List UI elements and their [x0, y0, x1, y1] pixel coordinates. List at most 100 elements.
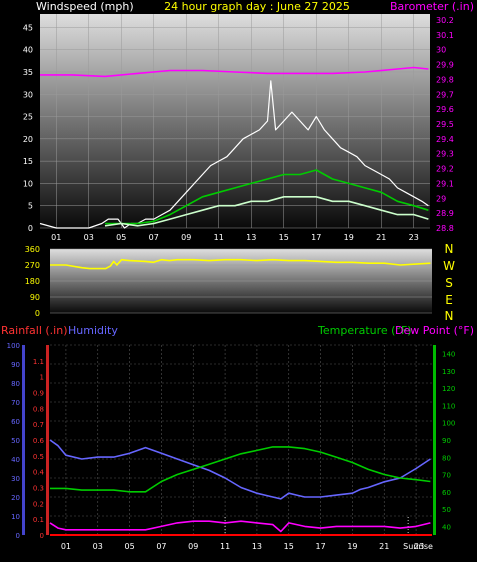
temp-series-line-1: [50, 446, 431, 493]
compass-label: N: [445, 242, 454, 256]
temperature-axis-label: Temperature (°F): [317, 324, 412, 337]
temperature-tick-label: 90: [442, 437, 451, 445]
temperature-tick-label: 140: [442, 351, 455, 359]
barometer-tick-label: 30.2: [436, 16, 454, 25]
wind-x-tick-label: 21: [376, 233, 386, 242]
windspeed-tick-label: 30: [23, 90, 33, 99]
direction-tick-label: 90: [30, 293, 40, 302]
windspeed-axis-label: Windspeed (mph): [36, 0, 134, 13]
barometer-tick-label: 30.1: [436, 31, 454, 40]
humidity-tick-label: 0: [16, 532, 20, 540]
wind-x-tick-label: 01: [51, 233, 61, 242]
humidity-tick-label: 70: [11, 399, 20, 407]
barometer-tick-label: 29.5: [436, 120, 454, 129]
wind-x-tick-label: 19: [344, 233, 354, 242]
rainfall-tick-label: 0.7: [33, 421, 44, 429]
wind-plot-background: [40, 14, 430, 228]
rainfall-tick-label: 1: [40, 374, 44, 382]
temperature-tick-label: 50: [442, 506, 451, 514]
barometer-tick-label: 30: [436, 46, 446, 55]
temp-x-tick-label: 13: [252, 542, 262, 551]
barometer-tick-label: 28.9: [436, 209, 454, 218]
wind-series-line-2: [105, 169, 429, 225]
wind-tick-labels: 05101520253035404528.828.92929.129.229.3…: [23, 16, 454, 242]
direction-grid: [50, 248, 432, 314]
windspeed-tick-label: 45: [23, 23, 33, 32]
rainfall-tick-label: 0.2: [33, 500, 44, 508]
direction-tick-label: 180: [25, 277, 40, 286]
windspeed-tick-label: 20: [23, 135, 33, 144]
barometer-tick-label: 29.3: [436, 150, 454, 159]
temp-x-tick-label: 23: [414, 542, 424, 551]
direction-tick-label: 0: [35, 309, 40, 318]
humidity-tick-label: 50: [11, 437, 20, 445]
barometer-tick-label: 29: [436, 194, 446, 203]
barometer-tick-label: 29.2: [436, 165, 454, 174]
windspeed-tick-label: 15: [23, 157, 33, 166]
wind-series: [39, 66, 429, 229]
barometer-tick-label: 29.6: [436, 105, 454, 114]
rainfall-tick-label: 0: [40, 532, 44, 540]
sunrise-label: Sunrise: [403, 542, 433, 551]
windspeed-tick-label: 40: [23, 46, 33, 55]
wind-x-tick-label: 11: [214, 233, 224, 242]
humidity-axis-bar: [22, 345, 25, 535]
temperature-axis-bar: [433, 345, 436, 535]
rainfall-tick-label: 0.3: [33, 485, 44, 493]
direction-series-line-0: [50, 258, 431, 270]
wind-x-tick-label: 17: [311, 233, 321, 242]
wind-x-tick-label: 09: [181, 233, 191, 242]
humidity-tick-label: 90: [11, 361, 20, 369]
direction-series: [50, 258, 431, 270]
windspeed-tick-label: 0: [28, 224, 33, 233]
humidity-tick-label: 30: [11, 475, 20, 483]
humidity-tick-label: 40: [11, 456, 20, 464]
dewpoint-axis-label: Dew Point (°F): [395, 324, 474, 337]
humidity-tick-label: 60: [11, 418, 20, 426]
compass-label: E: [445, 293, 453, 307]
temperature-tick-label: 110: [442, 402, 455, 410]
humidity-tick-label: 80: [11, 380, 20, 388]
temp-x-tick-label: 17: [315, 542, 325, 551]
rainfall-tick-label: 0.5: [33, 453, 44, 461]
temp-plot-background: [50, 345, 432, 535]
rainfall-tick-label: 0.8: [33, 405, 44, 413]
humidity-axis-label: Humidity: [68, 324, 118, 337]
wind-series-line-3: [104, 196, 429, 227]
temperature-tick-label: 70: [442, 472, 451, 480]
rainfall-tick-label: 0.1: [33, 516, 44, 524]
temp-series: [49, 439, 432, 536]
rainfall-tick-label: 1.1: [33, 358, 44, 366]
barometer-tick-label: 29.9: [436, 61, 454, 70]
temperature-tick-label: 130: [442, 368, 455, 376]
barometer-tick-label: 29.8: [436, 75, 454, 84]
temperature-tick-label: 40: [442, 523, 451, 531]
windspeed-tick-label: 10: [23, 179, 33, 188]
chart-title: 24 hour graph day : June 27 2025: [164, 0, 350, 13]
temperature-tick-label: 120: [442, 385, 455, 393]
temp-axes: [22, 345, 436, 535]
wind-x-tick-label: 07: [149, 233, 159, 242]
compass-label: N: [445, 309, 454, 323]
rainfall-tick-label: 0.6: [33, 437, 45, 445]
humidity-tick-label: 20: [11, 494, 20, 502]
windspeed-tick-label: 35: [23, 68, 33, 77]
temp-series-line-0: [49, 439, 431, 500]
temp-x-tick-label: 11: [220, 542, 230, 551]
rainfall-axis-label: Rainfall (.in): [1, 324, 68, 337]
direction-tick-label: 360: [25, 245, 40, 254]
direction-tick-label: 270: [25, 261, 40, 270]
temperature-tick-label: 80: [442, 454, 451, 462]
windspeed-tick-label: 5: [28, 202, 33, 211]
compass-label: S: [445, 276, 453, 290]
rainfall-tick-label: 0.9: [33, 390, 44, 398]
barometer-tick-label: 28.8: [436, 224, 454, 233]
temp-x-tick-label: 05: [124, 542, 134, 551]
humidity-tick-label: 100: [7, 342, 20, 350]
barometer-axis-label: Barometer (.in): [390, 0, 474, 13]
temperature-tick-label: 100: [442, 420, 455, 428]
temp-series-line-2: [49, 520, 431, 533]
wind-x-tick-label: 03: [84, 233, 94, 242]
